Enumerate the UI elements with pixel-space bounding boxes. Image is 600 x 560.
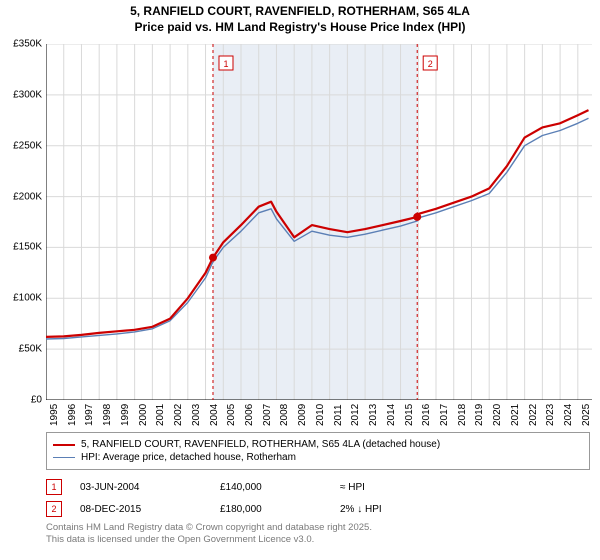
marker-hpi: ≈ HPI — [340, 482, 460, 493]
x-tick-label: 2017 — [439, 404, 450, 426]
chart-area: 12 — [46, 44, 592, 400]
title-line-1: 5, RANFIELD COURT, RAVENFIELD, ROTHERHAM… — [0, 4, 600, 20]
y-tick-label: £250K — [13, 140, 42, 151]
x-tick-label: 2007 — [262, 404, 273, 426]
footer-line-2: This data is licensed under the Open Gov… — [46, 534, 372, 546]
x-tick-label: 1998 — [102, 404, 113, 426]
y-tick-label: £100K — [13, 293, 42, 304]
y-tick-label: £50K — [19, 344, 42, 355]
x-tick-label: 2000 — [138, 404, 149, 426]
y-tick-label: £350K — [13, 39, 42, 50]
chart-svg: 12 — [46, 44, 592, 400]
title-line-2: Price paid vs. HM Land Registry's House … — [0, 20, 600, 36]
x-tick-label: 2022 — [528, 404, 539, 426]
x-tick-label: 2004 — [209, 404, 220, 426]
marker-table: 1 03-JUN-2004£140,000≈ HPI 2 08-DEC-2015£18… — [46, 476, 590, 520]
legend-swatch — [53, 444, 75, 446]
legend-item: HPI: Average price, detached house, Roth… — [53, 452, 583, 463]
x-tick-label: 2021 — [510, 404, 521, 426]
x-tick-label: 1997 — [84, 404, 95, 426]
x-tick-label: 2025 — [581, 404, 592, 426]
marker-row: 1 03-JUN-2004£140,000≈ HPI — [46, 476, 590, 498]
x-tick-label: 2010 — [315, 404, 326, 426]
x-tick-label: 1999 — [120, 404, 131, 426]
marker-price: £140,000 — [220, 482, 340, 493]
x-tick-label: 2012 — [350, 404, 361, 426]
legend: 5, RANFIELD COURT, RAVENFIELD, ROTHERHAM… — [46, 432, 590, 470]
chart-title: 5, RANFIELD COURT, RAVENFIELD, ROTHERHAM… — [0, 0, 600, 35]
x-tick-label: 2011 — [333, 404, 344, 426]
footer-line-1: Contains HM Land Registry data © Crown c… — [46, 522, 372, 534]
x-tick-label: 2015 — [404, 404, 415, 426]
marker-date: 08-DEC-2015 — [80, 504, 220, 515]
x-tick-label: 1996 — [67, 404, 78, 426]
legend-label: 5, RANFIELD COURT, RAVENFIELD, ROTHERHAM… — [81, 439, 440, 450]
x-tick-label: 2005 — [226, 404, 237, 426]
x-tick-label: 2019 — [474, 404, 485, 426]
y-axis: £0£50K£100K£150K£200K£250K£300K£350K — [0, 44, 44, 400]
x-tick-label: 2014 — [386, 404, 397, 426]
x-tick-label: 2016 — [421, 404, 432, 426]
x-tick-label: 2023 — [545, 404, 556, 426]
marker-badge: 1 — [46, 479, 62, 495]
x-tick-label: 2018 — [457, 404, 468, 426]
marker-badge: 2 — [46, 501, 62, 517]
x-tick-label: 2008 — [279, 404, 290, 426]
marker-date: 03-JUN-2004 — [80, 482, 220, 493]
marker-price: £180,000 — [220, 504, 340, 515]
x-tick-label: 2002 — [173, 404, 184, 426]
marker-row: 2 08-DEC-2015£180,0002% ↓ HPI — [46, 498, 590, 520]
x-tick-label: 1995 — [49, 404, 60, 426]
x-tick-label: 2020 — [492, 404, 503, 426]
svg-text:1: 1 — [223, 59, 228, 69]
y-tick-label: £150K — [13, 242, 42, 253]
legend-swatch — [53, 457, 75, 458]
x-tick-label: 2024 — [563, 404, 574, 426]
legend-item: 5, RANFIELD COURT, RAVENFIELD, ROTHERHAM… — [53, 439, 583, 450]
x-tick-label: 2001 — [155, 404, 166, 426]
x-axis: 1995 1996 1997 1998 1999 2000 2001 2002 2003 2004… — [46, 400, 592, 430]
y-tick-label: £300K — [13, 89, 42, 100]
footer: Contains HM Land Registry data © Crown c… — [46, 522, 372, 547]
x-tick-label: 2013 — [368, 404, 379, 426]
y-tick-label: £200K — [13, 191, 42, 202]
x-tick-label: 2003 — [191, 404, 202, 426]
x-tick-label: 2009 — [297, 404, 308, 426]
y-tick-label: £0 — [31, 395, 42, 406]
x-tick-label: 2006 — [244, 404, 255, 426]
marker-hpi: 2% ↓ HPI — [340, 504, 460, 515]
svg-text:2: 2 — [428, 59, 433, 69]
legend-label: HPI: Average price, detached house, Roth… — [81, 452, 296, 463]
